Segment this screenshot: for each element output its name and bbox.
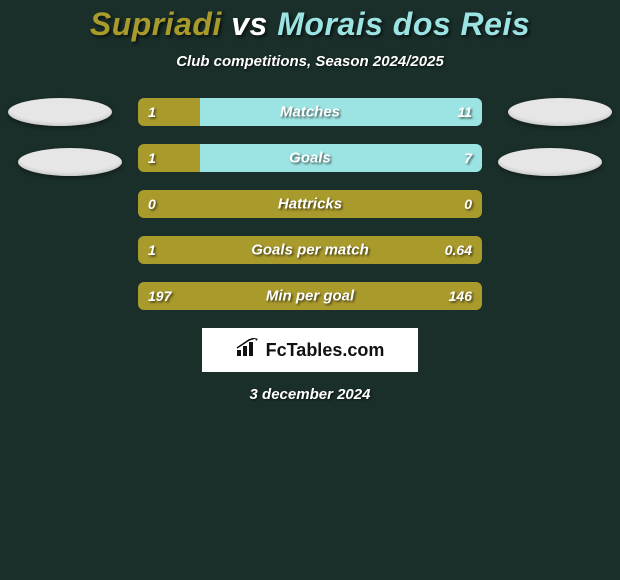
vs-text: vs — [231, 6, 268, 42]
avatar-placeholder — [508, 98, 612, 126]
stat-label: Goals — [289, 150, 331, 167]
date-text: 3 december 2024 — [0, 386, 620, 403]
stat-bar: 1 Goals 7 — [138, 144, 482, 172]
stat-bar: 197 Min per goal 146 — [138, 282, 482, 310]
stat-value-left: 197 — [148, 288, 171, 304]
stats-area: 1 Matches 11 1 Goals 7 0 Hattricks 0 1 G… — [0, 98, 620, 310]
stat-label: Goals per match — [251, 242, 369, 259]
bar-chart-icon — [236, 338, 260, 363]
stat-label: Matches — [280, 104, 340, 121]
stat-value-right: 146 — [449, 288, 472, 304]
avatar-placeholder — [498, 148, 602, 176]
stat-value-left: 1 — [148, 150, 156, 166]
stat-value-right: 7 — [464, 150, 472, 166]
stat-value-right: 11 — [457, 104, 472, 120]
subtitle: Club competitions, Season 2024/2025 — [0, 53, 620, 70]
stat-value-left: 0 — [148, 196, 156, 212]
avatar-placeholder — [18, 148, 122, 176]
logo-text: FcTables.com — [266, 340, 385, 361]
stat-value-left: 1 — [148, 104, 156, 120]
player2-name: Morais dos Reis — [277, 6, 530, 42]
player1-name: Supriadi — [90, 6, 222, 42]
stat-bar: 1 Matches 11 — [138, 98, 482, 126]
stat-value-left: 1 — [148, 242, 156, 258]
stat-value-right: 0.64 — [445, 242, 472, 258]
page-title: Supriadi vs Morais dos Reis — [0, 6, 620, 43]
bar-segment-right — [200, 98, 482, 126]
avatar-placeholder — [8, 98, 112, 126]
stat-bar: 0 Hattricks 0 — [138, 190, 482, 218]
bar-segment-right — [200, 144, 482, 172]
logo-box: FcTables.com — [202, 328, 418, 372]
stat-value-right: 0 — [464, 196, 472, 212]
stat-label: Hattricks — [278, 196, 342, 213]
comparison-card: Supriadi vs Morais dos Reis Club competi… — [0, 0, 620, 403]
stat-label: Min per goal — [266, 288, 354, 305]
stat-bar: 1 Goals per match 0.64 — [138, 236, 482, 264]
